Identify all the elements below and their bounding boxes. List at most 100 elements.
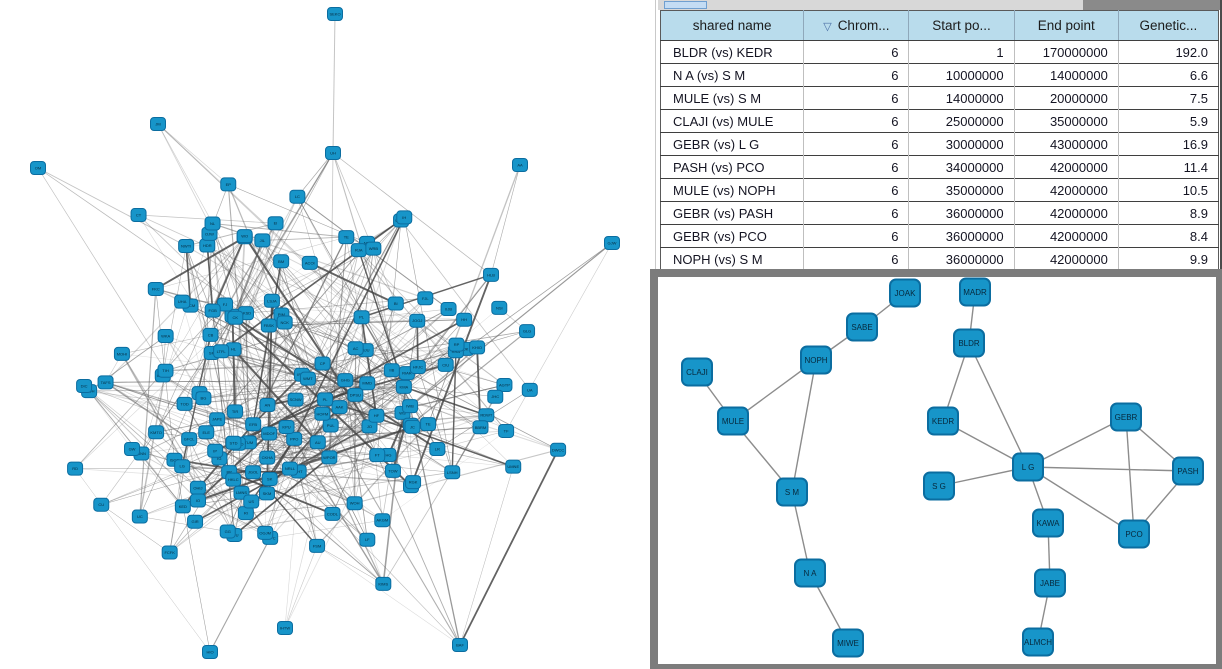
network-edge[interactable]	[105, 381, 190, 440]
network-node[interactable]: HFJC	[409, 359, 426, 374]
network-edge-BLDR-L G[interactable]	[968, 342, 1029, 468]
filter-icon[interactable]: ▽	[823, 21, 832, 33]
table-cell[interactable]: 192.0	[1117, 40, 1219, 64]
network-edge[interactable]	[182, 404, 268, 467]
network-edge[interactable]	[365, 349, 456, 352]
network-node[interactable]: SEKO	[327, 7, 343, 21]
network-edge[interactable]	[207, 245, 405, 388]
table-cell[interactable]: 6	[803, 155, 909, 179]
network-edge-GEBR-PCO[interactable]	[1125, 416, 1135, 535]
network-node[interactable]: FBSK	[260, 318, 277, 333]
network-edge[interactable]	[345, 350, 457, 381]
network-edge[interactable]	[355, 394, 487, 416]
network-node[interactable]: HDR	[199, 238, 216, 253]
network-edge-GEBR-L G[interactable]	[1027, 416, 1127, 468]
network-edge[interactable]	[74, 304, 226, 469]
network-edge[interactable]	[289, 468, 461, 646]
network-node[interactable]: JHC	[487, 389, 504, 404]
network-edge[interactable]	[220, 240, 264, 352]
network-node-ALMCH[interactable]: ALMCH	[1022, 627, 1054, 657]
network-edge[interactable]	[267, 379, 346, 458]
network-node[interactable]: SCNW	[287, 392, 304, 407]
network-node-JOAK[interactable]: JOAK	[889, 278, 921, 308]
table-cell[interactable]: 36000000	[908, 224, 1015, 248]
table-row[interactable]: MULE (vs) S M 6 14000000 20000000 7.5	[660, 86, 1219, 110]
network-node[interactable]: NCK	[276, 315, 293, 330]
network-node[interactable]: CIU	[437, 357, 454, 372]
network-edge[interactable]	[322, 220, 402, 364]
network-node[interactable]: CODL	[324, 506, 341, 521]
horizontal-scrollbar-thumb[interactable]	[664, 1, 707, 9]
network-node[interactable]: LSNH	[444, 465, 461, 480]
table-cell[interactable]: 42000000	[1013, 178, 1119, 202]
network-node[interactable]: JM	[150, 117, 166, 131]
network-node[interactable]: NSI	[491, 300, 508, 315]
network-node[interactable]: GG	[219, 524, 236, 539]
network-node[interactable]: NWTI	[178, 238, 195, 253]
network-edge[interactable]	[321, 250, 360, 414]
network-node[interactable]: IIB	[383, 363, 400, 378]
network-edge[interactable]	[157, 123, 419, 368]
network-node[interactable]: TAFS	[97, 375, 114, 390]
table-cell[interactable]: 6	[803, 201, 909, 225]
network-edge[interactable]	[410, 330, 528, 426]
network-node[interactable]: STD	[225, 435, 242, 450]
network-node[interactable]: KMA	[395, 379, 412, 394]
network-node[interactable]: HIO	[202, 645, 218, 659]
network-node[interactable]: TIH	[157, 363, 174, 378]
network-node[interactable]: SK	[261, 471, 278, 486]
network-edge[interactable]	[284, 322, 356, 349]
network-node[interactable]: CU	[93, 497, 110, 512]
network-edge[interactable]	[185, 245, 192, 306]
network-node[interactable]: WKA	[157, 329, 174, 344]
network-node[interactable]: AC	[347, 341, 364, 356]
network-edge[interactable]	[101, 504, 170, 553]
network-node[interactable]: UMNE	[505, 459, 522, 474]
network-edge[interactable]	[139, 288, 157, 517]
network-node[interactable]: OM	[30, 161, 46, 175]
network-node[interactable]: FJL	[417, 291, 434, 306]
network-edge[interactable]	[345, 380, 355, 504]
network-node-MADR[interactable]: MADR	[959, 277, 991, 307]
network-edge[interactable]	[169, 439, 190, 553]
network-edge[interactable]	[190, 237, 245, 306]
network-edge[interactable]	[268, 325, 323, 364]
network-edge[interactable]	[101, 457, 268, 505]
network-node[interactable]: PL	[317, 392, 334, 407]
network-edge[interactable]	[121, 334, 211, 355]
network-edge-L G-PCO[interactable]	[1027, 466, 1135, 535]
network-edge[interactable]	[155, 236, 246, 290]
network-edge[interactable]	[284, 471, 299, 629]
network-edge[interactable]	[345, 236, 507, 432]
network-edge[interactable]	[281, 261, 496, 397]
network-edge[interactable]	[309, 262, 397, 305]
table-cell[interactable]: 20000000	[1013, 86, 1119, 110]
network-edge[interactable]	[269, 364, 446, 480]
network-edge[interactable]	[181, 301, 303, 376]
table-cell[interactable]: CLAJI (vs) MULE	[660, 109, 804, 133]
network-node-S M[interactable]: S M	[776, 477, 808, 507]
filtered-network-canvas[interactable]: JOAK SABE NOPH CLAJI MULE S M N A MIWE MADR BLDR K…	[658, 277, 1216, 664]
network-edge[interactable]	[285, 426, 384, 585]
network-node[interactable]: WMT	[299, 371, 316, 386]
network-node[interactable]: CP	[314, 356, 331, 371]
network-node[interactable]: MMD	[359, 376, 376, 391]
network-edge[interactable]	[162, 236, 245, 376]
network-edge[interactable]	[459, 466, 514, 646]
network-edge[interactable]	[403, 386, 487, 417]
overview-network-canvas[interactable]: FHTGHGJILACOIBUUHDRKMAJOGJWPORWSSKAJTUCK…	[0, 0, 648, 669]
network-edge[interactable]	[297, 196, 356, 395]
table-cell[interactable]: 34000000	[908, 155, 1015, 179]
network-node[interactable]: BM	[273, 254, 290, 269]
network-node[interactable]: DWCC	[550, 442, 567, 457]
network-node[interactable]: BBRM	[472, 420, 489, 435]
network-edge[interactable]	[388, 454, 514, 467]
table-cell[interactable]: GEBR (vs) L G	[660, 132, 804, 156]
network-edge[interactable]	[207, 245, 370, 427]
network-node-MIWE[interactable]: MIWE	[832, 628, 864, 658]
network-edge[interactable]	[250, 438, 295, 502]
table-cell[interactable]: 30000000	[908, 132, 1015, 156]
network-node[interactable]: TOW	[384, 463, 401, 478]
network-node[interactable]: KIMS	[375, 576, 392, 591]
network-edge[interactable]	[417, 274, 492, 368]
